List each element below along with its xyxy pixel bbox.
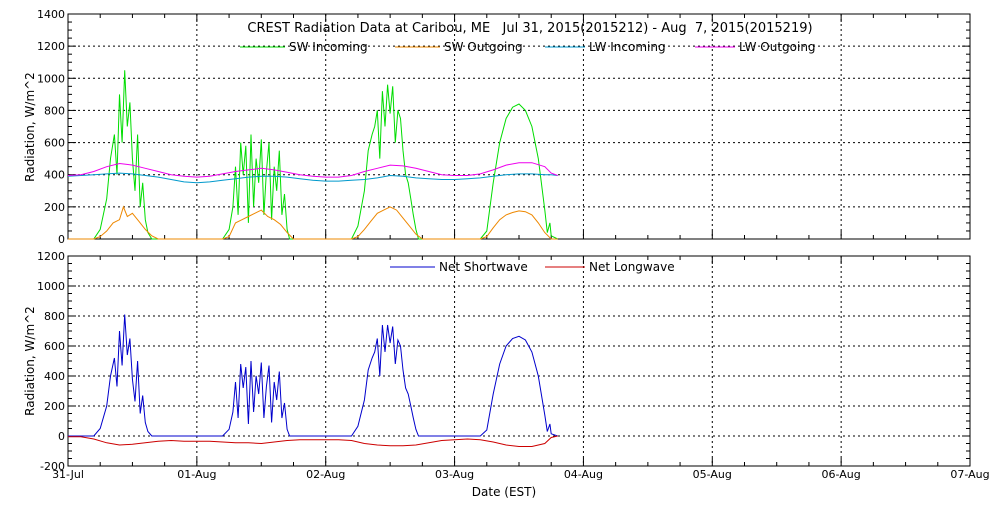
y-tick-label: 400 <box>44 370 65 383</box>
x-tick-label: 01-Aug <box>177 468 216 481</box>
y-tick-label: 1000 <box>37 280 65 293</box>
series-line-net_lw <box>68 435 558 447</box>
x-axis-label: Date (EST) <box>472 485 536 499</box>
legend-label-lw_out: LW Outgoing <box>739 40 816 54</box>
series-line-net_sw <box>68 314 558 437</box>
y-axis-label: Radiation, W/m^2 <box>23 72 37 182</box>
x-tick-label: 05-Aug <box>693 468 732 481</box>
series-line-sw_in <box>68 70 558 240</box>
legend-label-sw_out: SW Outgoing <box>444 40 523 54</box>
x-tick-label: 02-Aug <box>306 468 345 481</box>
y-tick-label: 0 <box>58 233 65 246</box>
y-tick-label: 1200 <box>37 40 65 53</box>
y-tick-label: 1000 <box>37 72 65 85</box>
y-tick-label: 800 <box>44 310 65 323</box>
x-tick-label: 06-Aug <box>822 468 861 481</box>
x-tick-label: 07-Aug <box>950 468 989 481</box>
x-tick-label: 31-Jul <box>52 468 84 481</box>
legend-label-sw_in: SW Incoming <box>289 40 368 54</box>
series-line-sw_out <box>68 205 558 240</box>
chart-title: CREST Radiation Data at Caribou, ME Jul … <box>247 21 812 36</box>
y-tick-label: 0 <box>58 430 65 443</box>
y-tick-label: 200 <box>44 201 65 214</box>
legend-label-lw_in: LW Incoming <box>589 40 666 54</box>
y-tick-label: 600 <box>44 340 65 353</box>
y-tick-label: 600 <box>44 137 65 150</box>
y-tick-label: 400 <box>44 169 65 182</box>
legend-label-net_sw: Net Shortwave <box>439 260 528 274</box>
series-line-lw_in <box>67 172 558 184</box>
y-tick-label: 1400 <box>37 8 65 21</box>
y-tick-label: 1200 <box>37 250 65 263</box>
legend-label-net_lw: Net Longwave <box>589 260 675 274</box>
plot-frame <box>67 255 971 467</box>
x-tick-label: 03-Aug <box>435 468 474 481</box>
y-tick-label: -200 <box>40 460 65 473</box>
y-axis-label: Radiation, W/m^2 <box>23 306 37 416</box>
y-tick-label: 800 <box>44 104 65 117</box>
y-tick-label: 200 <box>44 400 65 413</box>
x-tick-label: 04-Aug <box>564 468 603 481</box>
series-line-lw_out <box>67 162 558 178</box>
